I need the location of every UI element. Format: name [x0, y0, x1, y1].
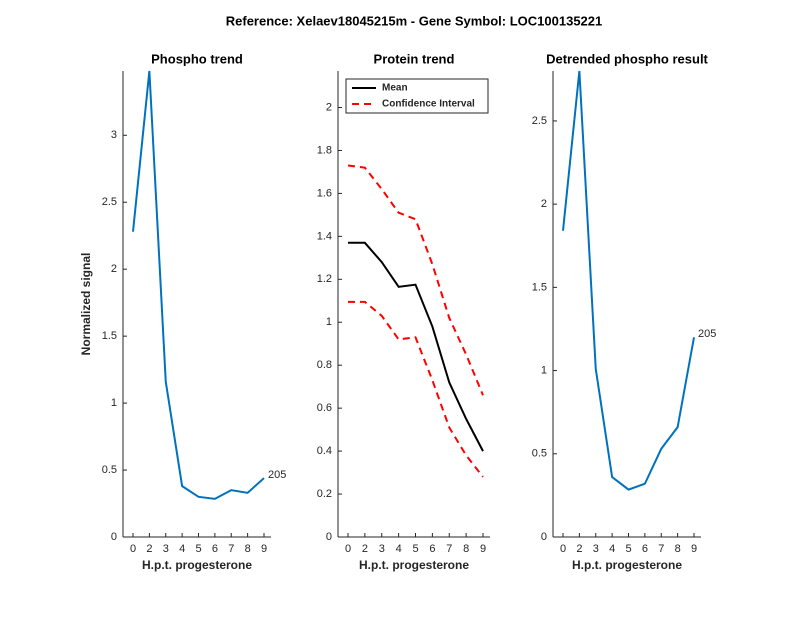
legend-label: Confidence Interval [382, 99, 475, 110]
x-tick-label: 5 [412, 543, 418, 555]
annotation: 205 [268, 469, 286, 481]
y-tick-label: 2 [541, 198, 547, 210]
x-tick-label: 7 [228, 543, 234, 555]
subplot-title: Detrended phospho result [546, 51, 708, 66]
annotation: 205 [698, 328, 716, 340]
y-axis-label: Normalized signal [79, 253, 93, 356]
y-tick-label: 2 [326, 101, 332, 113]
line-series [348, 241, 484, 452]
x-tick-label: 5 [625, 543, 631, 555]
y-tick-label: 2 [111, 263, 117, 275]
y-tick-label: 1.5 [532, 281, 547, 293]
x-tick-label: 3 [379, 543, 385, 555]
x-tick-label: 2 [146, 543, 152, 555]
x-tick-label: 2 [362, 543, 368, 555]
x-tick-label: 4 [609, 543, 615, 555]
x-tick-label: 8 [245, 543, 251, 555]
y-tick-label: 0.8 [317, 359, 332, 371]
x-tick-label: 7 [658, 543, 664, 555]
y-tick-label: 1.6 [317, 187, 332, 199]
x-axis-label: H.p.t. progesterone [572, 558, 682, 572]
y-tick-label: 0.4 [317, 445, 332, 457]
y-tick-label: 1 [541, 364, 547, 376]
y-tick-label: 2.5 [532, 115, 547, 127]
legend-box [345, 78, 489, 114]
y-tick-label: 2.5 [102, 196, 117, 208]
x-tick-label: 7 [446, 543, 452, 555]
y-tick-label: 0.6 [317, 402, 332, 414]
x-tick-label: 9 [480, 543, 486, 555]
line-series [348, 300, 484, 478]
line-series [132, 70, 265, 500]
x-tick-label: 9 [691, 543, 697, 555]
x-tick-label: 0 [345, 543, 351, 555]
x-tick-label: 6 [429, 543, 435, 555]
x-tick-label: 3 [163, 543, 169, 555]
y-tick-label: 3 [111, 129, 117, 141]
x-axis-label: H.p.t. progesterone [359, 558, 469, 572]
x-tick-label: 6 [212, 543, 218, 555]
y-tick-label: 0 [326, 531, 332, 543]
x-tick-label: 0 [130, 543, 136, 555]
y-tick-label: 0.5 [102, 464, 117, 476]
x-tick-label: 8 [675, 543, 681, 555]
line-series [562, 70, 695, 491]
y-tick-label: 1.2 [317, 273, 332, 285]
y-tick-label: 0 [111, 531, 117, 543]
subplot-title: Phospho trend [151, 51, 243, 66]
y-tick-label: 0 [541, 531, 547, 543]
x-tick-label: 6 [642, 543, 648, 555]
y-tick-label: 0.5 [532, 448, 547, 460]
subplot-title: Protein trend [374, 51, 455, 66]
y-tick-label: 1.8 [317, 144, 332, 156]
x-tick-label: 9 [261, 543, 267, 555]
x-tick-label: 0 [560, 543, 566, 555]
x-tick-label: 5 [195, 543, 201, 555]
y-tick-label: 1 [111, 397, 117, 409]
legend-label: Mean [382, 83, 408, 94]
x-tick-label: 8 [463, 543, 469, 555]
y-tick-label: 1 [326, 316, 332, 328]
y-tick-label: 1.4 [317, 230, 332, 242]
x-tick-label: 4 [179, 543, 185, 555]
y-tick-label: 1.5 [102, 330, 117, 342]
x-tick-label: 2 [576, 543, 582, 555]
figure-title: Reference: Xelaev18045215m - Gene Symbol… [226, 13, 603, 28]
line-series [347, 164, 484, 396]
x-axis-label: H.p.t. progesterone [142, 558, 252, 572]
x-tick-label: 3 [593, 543, 599, 555]
y-tick-label: 0.2 [317, 488, 332, 500]
x-tick-label: 4 [396, 543, 402, 555]
